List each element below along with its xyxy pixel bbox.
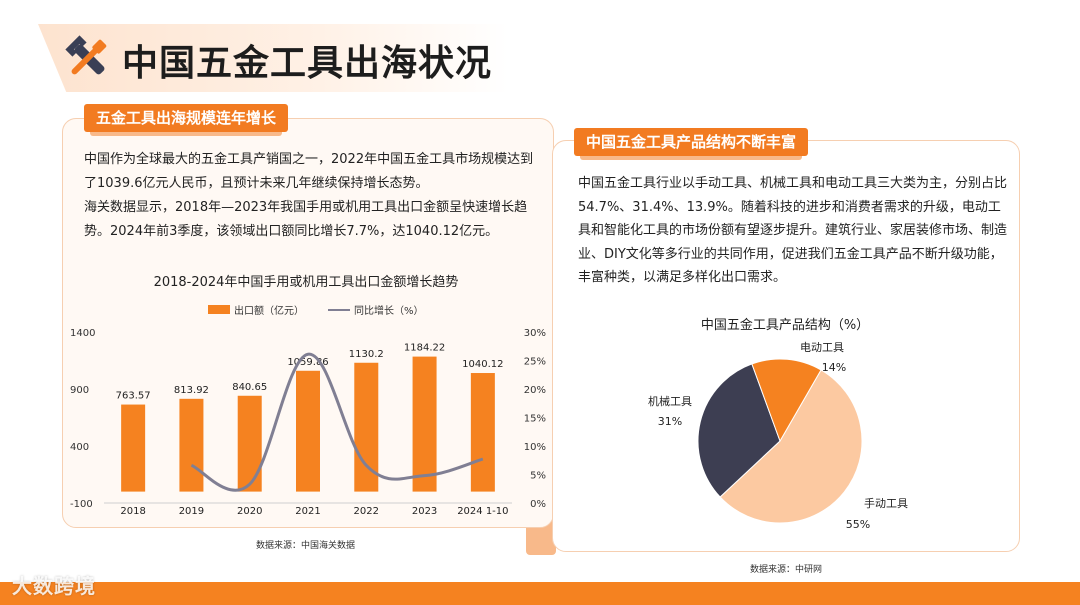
bar-chart-title: 2018-2024年中国手用或机用工具出口金额增长趋势 [153,275,459,290]
y-right-tick-label: 0% [530,499,546,510]
bar [470,373,495,492]
pie-slice [697,363,781,498]
bar [179,398,204,492]
x-tick-label: 2022 [354,506,379,517]
pie-category-label: 机械工具 [648,394,692,408]
pie-category-label: 电动工具 [800,341,844,354]
bar-data-label: 1040.12 [462,359,503,370]
pie-slice [751,358,822,443]
y-right-tick-label: 15% [524,414,546,425]
x-tick-label: 2018 [120,506,145,517]
pie-percent-label: 14% [822,361,846,374]
bottom-bar [0,582,1080,605]
bar [296,370,320,492]
bar-data-label: 1184.22 [404,343,445,354]
tools-icon [65,35,107,75]
legend-bar-swatch [208,305,230,314]
watermark-text: 大数跨境 [12,574,96,598]
bar-data-label: 840.65 [232,382,267,393]
growth-line [190,352,484,492]
y-right-tick-label: 5% [530,471,546,482]
x-tick-label: 2023 [412,506,437,517]
pie-category-label: 手动工具 [864,496,908,510]
pie-percent-label: 55% [846,518,870,531]
y-left-tick-label: -100 [70,499,93,510]
y-left-tick-label: 400 [70,442,89,453]
y-right-tick-label: 30% [524,328,546,339]
bar-chart: 1400 900 400 -100 30% 25% 20% 15% 10% 5% 0% 763.57 8… [70,328,546,517]
left-source: 数据来源：中国海关数据 [256,541,356,551]
watermark-logo: 大数跨境 [12,570,96,599]
x-tick-label: 2019 [179,506,204,517]
bar [354,362,379,492]
y-left-tick-label: 900 [70,385,89,396]
pie-chart: 手动工具 55% 机械工具 31% 电动工具 14% [648,341,908,531]
left-paragraph-2: 海关数据显示，2018年—2023年我国手用或机用工具出口金额呈快速增长趋势。2… [84,200,528,239]
bar-data-label: 763.57 [116,391,151,402]
bar [121,404,146,492]
bar [412,356,437,492]
bar-data-label: 1130.2 [349,349,384,360]
x-tick-label: 2020 [237,506,262,517]
pie-percent-label: 31% [658,415,682,428]
x-tick-label: 2021 [295,506,320,517]
bar-data-label: 1059.86 [287,357,328,368]
legend-line-label: 同比增长（%） [354,306,424,317]
page-title: 中国五金工具出海状况 [122,43,493,84]
y-right-tick-label: 10% [524,442,546,453]
y-right-tick-label: 25% [524,357,546,368]
bar-data-label: 813.92 [174,385,209,396]
right-section-tag: 中国五金工具产品结构不断丰富 [574,128,809,160]
bar-chart-legend: 出口额（亿元） 同比增长（%） [208,302,424,317]
legend-bar-label: 出口额（亿元） [234,306,304,317]
y-right-tick-label: 20% [524,385,546,396]
left-paragraph-1: 中国作为全球最大的五金工具产销国之一，2022年中国五金工具市场规模达到了103… [84,152,534,191]
pie-chart-title: 中国五金工具产品结构（%） [700,318,870,333]
y-left-tick-label: 1400 [70,328,95,339]
pie-slice [719,369,863,524]
title-band [38,24,508,92]
legend-line-swatch [328,308,350,311]
x-tick-label: 2024 1-10 [457,506,508,517]
right-source: 数据来源：中研网 [750,565,823,575]
right-paragraph: 中国五金工具行业以手动工具、机械工具和电动工具三大类为主，分别占比54.7%、3… [578,176,1008,285]
left-section-tag: 五金工具出海规模连年增长 [84,104,289,136]
bar [237,395,262,492]
